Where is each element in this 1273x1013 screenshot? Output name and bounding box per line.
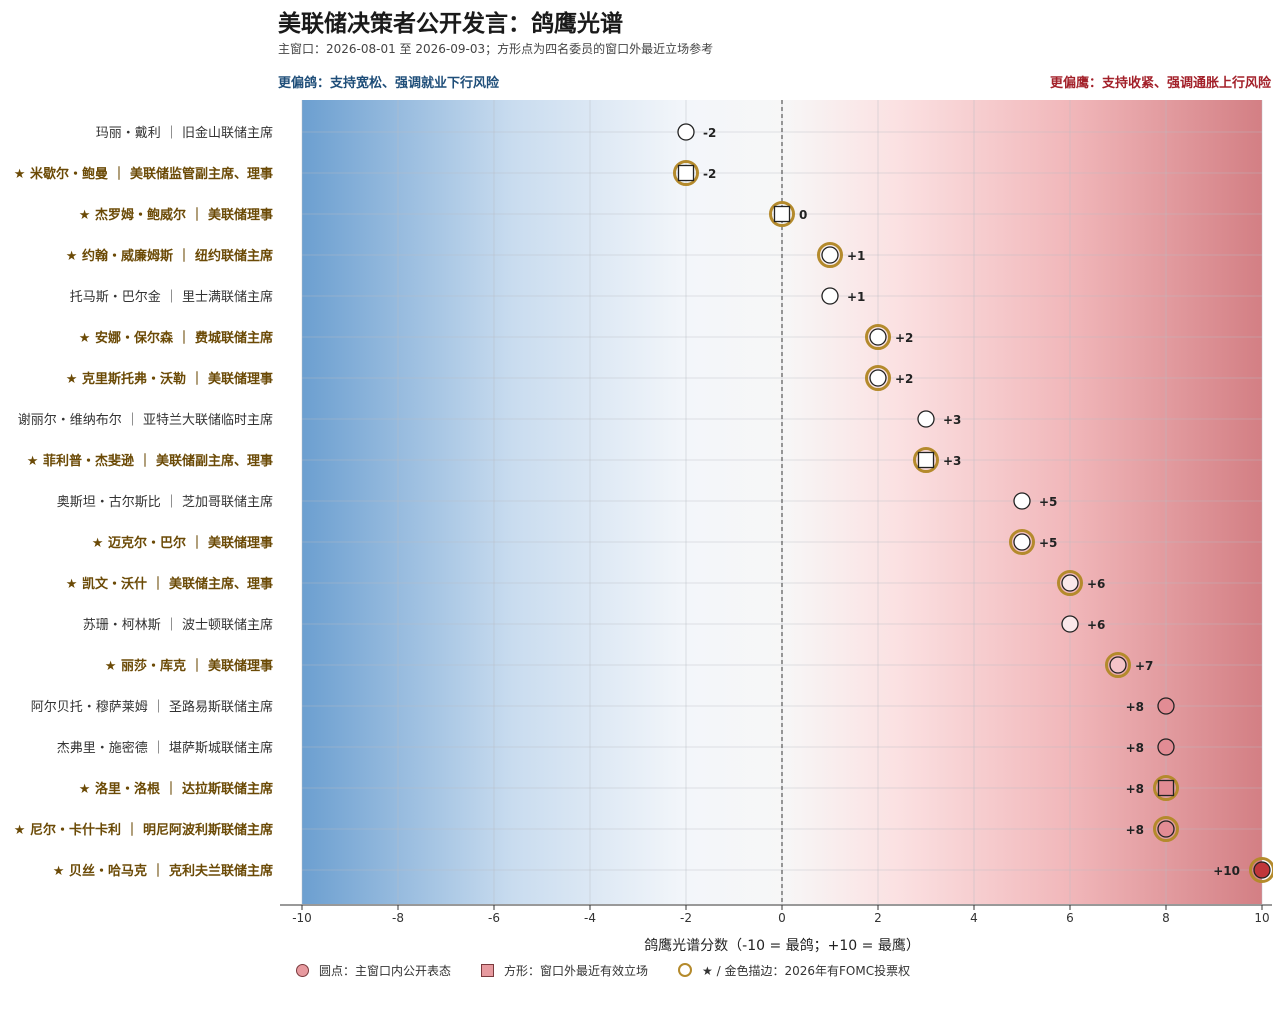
voter-gold-ring bbox=[673, 160, 699, 186]
voter-gold-ring bbox=[1153, 775, 1179, 801]
score-value-label: +6 bbox=[1087, 618, 1105, 632]
stance-circle-point bbox=[1013, 533, 1031, 551]
score-value-label: +1 bbox=[847, 249, 865, 263]
x-axis-label: 鸽鹰光谱分数（-10 = 最鸽；+10 = 最鹰） bbox=[644, 937, 920, 954]
stance-circle-point bbox=[1061, 615, 1079, 633]
legend-circle-marker-icon bbox=[296, 963, 309, 977]
x-tick-label: 2 bbox=[874, 911, 882, 925]
member-label: ★ 迈克尔・巴尔 ｜ 美联储理事 bbox=[92, 535, 273, 551]
score-value-label: +8 bbox=[1126, 741, 1144, 755]
score-value-label: +2 bbox=[895, 372, 913, 386]
member-label: ★ 米歇尔・鲍曼 ｜ 美联储监管副主席、理事 bbox=[14, 166, 273, 182]
score-value-label: +5 bbox=[1039, 495, 1057, 509]
legend-item-gold: ★ / 金色描边：2026年有FOMC投票权 bbox=[678, 962, 910, 979]
stance-square-point bbox=[773, 205, 791, 223]
member-label: ★ 杰罗姆・鲍威尔 ｜ 美联储理事 bbox=[79, 207, 273, 223]
x-tick-label: -4 bbox=[584, 911, 596, 925]
dovish-side-note: 更偏鸽：支持宽松、强调就业下行风险 bbox=[278, 76, 500, 91]
score-value-label: -2 bbox=[703, 126, 716, 140]
member-label: 杰弗里・施密德 ｜ 堪萨斯城联储主席 bbox=[57, 740, 273, 756]
member-label: ★ 安娜・保尔森 ｜ 费城联储主席 bbox=[79, 330, 273, 346]
chart-title: 美联储决策者公开发言：鸽鹰光谱 bbox=[278, 11, 623, 37]
chart-subtitle: 主窗口：2026-08-01 至 2026-09-03；方形点为四名委员的窗口外… bbox=[278, 42, 714, 56]
score-value-label: 0 bbox=[799, 208, 807, 222]
legend: 圆点：主窗口内公开表态 方形：窗口外最近有效立场 ★ / 金色描边：2026年有… bbox=[296, 961, 910, 979]
x-tick-label: 4 bbox=[970, 911, 978, 925]
voter-gold-ring bbox=[1009, 529, 1035, 555]
member-label: ★ 尼尔・卡什卡利 ｜ 明尼阿波利斯联储主席 bbox=[14, 822, 273, 838]
stance-square-point bbox=[677, 164, 695, 182]
stance-circle-point bbox=[1013, 492, 1031, 510]
score-value-label: +2 bbox=[895, 331, 913, 345]
legend-item-circle: 圆点：主窗口内公开表态 bbox=[296, 962, 451, 979]
score-value-label: -2 bbox=[703, 167, 716, 181]
legend-gold-ring-icon bbox=[678, 963, 693, 977]
score-value-label: +3 bbox=[943, 413, 961, 427]
stance-circle-point bbox=[1061, 574, 1079, 592]
stance-square-point bbox=[917, 451, 935, 469]
legend-square-marker-icon bbox=[481, 963, 495, 977]
member-label: ★ 贝丝・哈马克 ｜ 克利夫兰联储主席 bbox=[53, 863, 273, 879]
member-label: 谢丽尔・维纳布尔 ｜ 亚特兰大联储临时主席 bbox=[18, 412, 273, 428]
voter-gold-ring bbox=[1153, 816, 1179, 842]
member-label: ★ 约翰・威廉姆斯 ｜ 纽约联储主席 bbox=[66, 248, 273, 264]
legend-circle-label: 圆点：主窗口内公开表态 bbox=[319, 963, 452, 978]
legend-item-square: 方形：窗口外最近有效立场 bbox=[481, 962, 648, 979]
x-tick-label: -6 bbox=[488, 911, 500, 925]
stance-circle-point bbox=[869, 369, 887, 387]
score-value-label: +6 bbox=[1087, 577, 1105, 591]
voter-gold-ring bbox=[865, 365, 891, 391]
hawkish-side-note: 更偏鹰：支持收紧、强调通胀上行风险 bbox=[1049, 76, 1271, 91]
voter-gold-ring bbox=[1249, 857, 1273, 883]
x-tick-label: 6 bbox=[1066, 911, 1074, 925]
member-label: ★ 丽莎・库克 ｜ 美联储理事 bbox=[105, 658, 273, 674]
x-tick-label: -8 bbox=[392, 911, 404, 925]
voter-gold-ring bbox=[817, 242, 843, 268]
score-value-label: +8 bbox=[1126, 823, 1144, 837]
stance-circle-point bbox=[677, 123, 695, 141]
member-label: ★ 菲利普・杰斐逊 ｜ 美联储副主席、理事 bbox=[27, 453, 273, 469]
legend-square-label: 方形：窗口外最近有效立场 bbox=[504, 963, 649, 978]
member-label: ★ 克里斯托弗・沃勒 ｜ 美联储理事 bbox=[66, 371, 273, 387]
voter-gold-ring bbox=[769, 201, 795, 227]
voter-gold-ring bbox=[913, 447, 939, 473]
member-label: 阿尔贝托・穆萨莱姆 ｜ 圣路易斯联储主席 bbox=[31, 699, 273, 715]
score-value-label: +8 bbox=[1126, 782, 1144, 796]
x-tick-label: 0 bbox=[778, 911, 786, 925]
stance-circle-point bbox=[1109, 656, 1127, 674]
stance-circle-point bbox=[869, 328, 887, 346]
stance-circle-point bbox=[1157, 697, 1175, 715]
stance-square-point bbox=[1157, 779, 1175, 797]
voter-gold-ring bbox=[1057, 570, 1083, 596]
member-label: ★ 洛里・洛根 ｜ 达拉斯联储主席 bbox=[79, 781, 273, 797]
legend-gold-label: ★ / 金色描边：2026年有FOMC投票权 bbox=[702, 963, 911, 978]
member-label: 托马斯・巴尔金 ｜ 里士满联储主席 bbox=[70, 289, 273, 305]
stance-circle-point bbox=[821, 287, 839, 305]
stance-circle-point bbox=[821, 246, 839, 264]
score-value-label: +8 bbox=[1126, 700, 1144, 714]
x-tick-label: -10 bbox=[292, 911, 312, 925]
member-label: ★ 凯文・沃什 ｜ 美联储主席、理事 bbox=[66, 576, 273, 592]
voter-gold-ring bbox=[865, 324, 891, 350]
x-tick-label: 10 bbox=[1254, 911, 1269, 925]
x-tick-label: 8 bbox=[1162, 911, 1170, 925]
stance-circle-point bbox=[917, 410, 935, 428]
stance-circle-point bbox=[1253, 861, 1271, 879]
member-label: 奥斯坦・古尔斯比 ｜ 芝加哥联储主席 bbox=[57, 494, 273, 510]
x-tick-label: -2 bbox=[680, 911, 692, 925]
score-value-label: +5 bbox=[1039, 536, 1057, 550]
member-label: 苏珊・柯林斯 ｜ 波士顿联储主席 bbox=[83, 617, 273, 633]
score-value-label: +10 bbox=[1213, 864, 1240, 878]
score-value-label: +1 bbox=[847, 290, 865, 304]
stance-circle-point bbox=[1157, 738, 1175, 756]
score-value-label: +3 bbox=[943, 454, 961, 468]
member-label: 玛丽・戴利 ｜ 旧金山联储主席 bbox=[96, 125, 273, 141]
stance-circle-point bbox=[1157, 820, 1175, 838]
score-value-label: +7 bbox=[1135, 659, 1153, 673]
voter-gold-ring bbox=[1105, 652, 1131, 678]
